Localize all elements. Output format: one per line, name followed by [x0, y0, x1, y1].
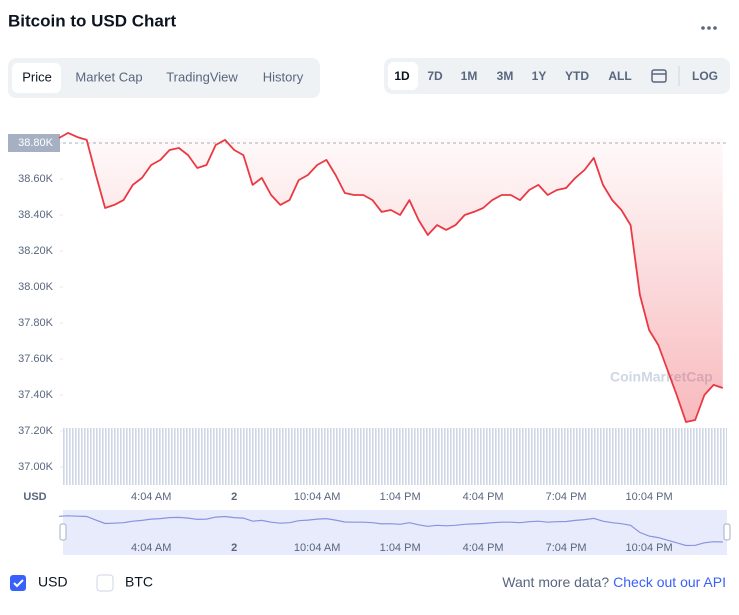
tab[interactable]: Market Cap — [75, 69, 142, 84]
price-line — [58, 132, 724, 423]
navigator-handle[interactable] — [723, 523, 731, 541]
x-tick-label: 1:04 PM — [380, 491, 421, 503]
x-tick-label: 10:04 PM — [626, 491, 673, 503]
x-tick-label: 2 — [231, 491, 237, 503]
navigator-label: 7:04 PM — [546, 542, 587, 554]
y-tick-label: 38.00K — [18, 281, 54, 293]
calendar-icon[interactable] — [651, 69, 667, 83]
x-tick-label: 10:04 AM — [294, 491, 340, 503]
x-tick-label: 7:04 PM — [546, 491, 587, 503]
navigator-label: 2 — [231, 542, 237, 554]
chart-title: Bitcoin to USD Chart — [8, 11, 176, 30]
y-tick-label: 37.40K — [18, 389, 54, 401]
y-tick-label: 37.60K — [18, 353, 54, 365]
footer-question: Want more data? — [502, 574, 609, 590]
footer: Want more data? Check out our API — [502, 574, 726, 590]
volume-band — [63, 428, 727, 485]
navigator-line — [58, 515, 723, 547]
tab-selected — [12, 63, 61, 93]
range-button[interactable]: 3M — [497, 69, 514, 83]
y-tick-label: 38.60K — [18, 173, 54, 185]
x-tick-label: 4:04 PM — [463, 491, 504, 503]
log-button[interactable]: LOG — [692, 69, 718, 83]
area — [59, 132, 723, 422]
y-tick-label: 38.40K — [18, 209, 54, 221]
tab[interactable]: History — [263, 69, 304, 84]
navigator-handle[interactable] — [59, 523, 67, 541]
check-icon — [13, 579, 24, 588]
y-tick-label: 38.80K — [18, 137, 54, 149]
range-bar — [384, 58, 730, 94]
checkbox-label[interactable]: USD — [38, 574, 68, 590]
y-tick-label: 37.00K — [18, 461, 54, 473]
range-button[interactable]: YTD — [565, 69, 589, 83]
y-unit-label: USD — [23, 491, 46, 503]
checkbox-label[interactable]: BTC — [125, 574, 153, 590]
navigator-label: 1:04 PM — [380, 542, 421, 554]
tab[interactable]: Price — [22, 69, 52, 84]
range-button[interactable]: ALL — [608, 69, 631, 83]
range-selected — [388, 62, 418, 90]
range-button[interactable]: 1Y — [532, 69, 547, 83]
navigator-label: 10:04 PM — [626, 542, 673, 554]
y-tick-label: 37.80K — [18, 317, 54, 329]
range-button[interactable]: 1M — [461, 69, 478, 83]
x-tick-label: 4:04 AM — [131, 491, 171, 503]
api-link[interactable]: Check out our API — [613, 574, 726, 590]
tab-bar — [8, 58, 320, 98]
more-menu[interactable] — [701, 26, 717, 30]
y-tick-label: 37.20K — [18, 425, 54, 437]
range-button[interactable]: 1D — [394, 69, 410, 83]
navigator-label: 4:04 AM — [131, 542, 171, 554]
navigator-label: 10:04 AM — [294, 542, 340, 554]
y-tick-label: 38.20K — [18, 245, 54, 257]
range-button[interactable]: 7D — [427, 69, 443, 83]
checkbox-checked[interactable] — [10, 575, 26, 591]
navigator-label: 4:04 PM — [463, 542, 504, 554]
checkbox[interactable] — [96, 574, 114, 592]
tab[interactable]: TradingView — [166, 69, 238, 84]
y-tick-highlight — [8, 134, 60, 152]
